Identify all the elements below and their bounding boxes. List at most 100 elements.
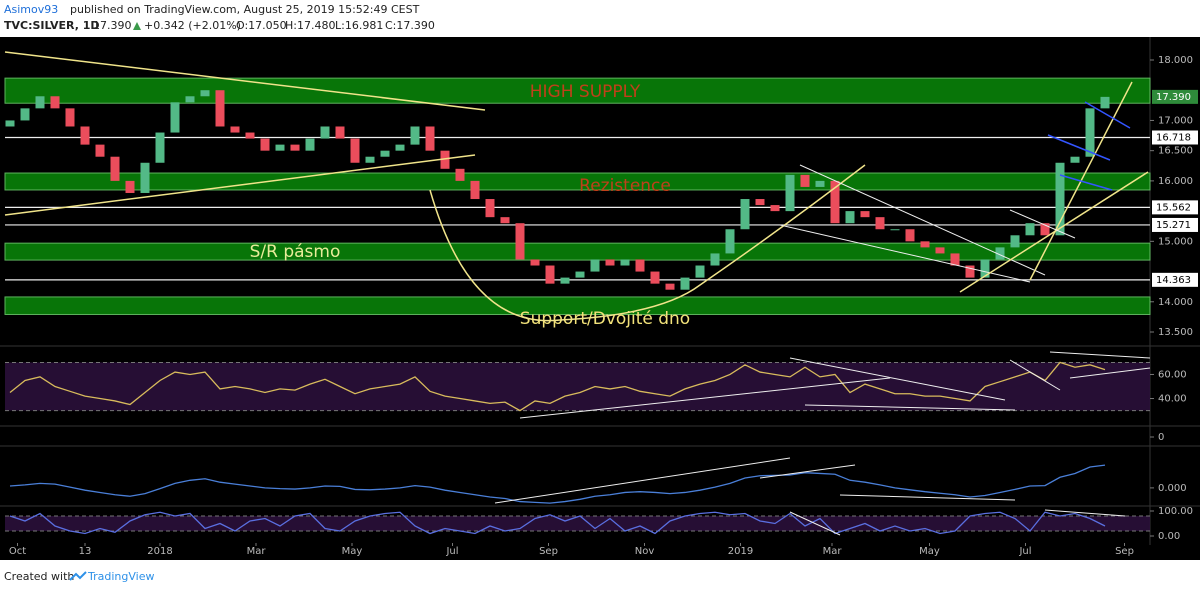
x-tick-label: Jul: [1018, 546, 1031, 557]
candle: [1040, 223, 1050, 236]
candle: [350, 138, 360, 163]
author[interactable]: Asimov93: [4, 3, 58, 16]
candle: [950, 253, 960, 266]
published: published on TradingView.com, August 25,…: [70, 3, 420, 16]
x-tick-label: Sep: [539, 546, 558, 557]
candle: [1100, 96, 1110, 109]
candle: [590, 259, 600, 272]
candle: [305, 138, 315, 151]
x-tick-label: 2018: [147, 546, 172, 557]
rsi-trendline: [519, 377, 891, 419]
trendline: [799, 164, 1046, 276]
candle: [830, 180, 840, 224]
brand[interactable]: TradingView: [87, 570, 154, 583]
candle: [275, 144, 285, 151]
candle: [935, 247, 945, 254]
candle: [860, 211, 870, 218]
candle: [365, 156, 375, 163]
y-tick-label: 16.500: [1158, 146, 1193, 157]
stoch-trendline: [789, 509, 1126, 536]
trendline: [4, 51, 486, 111]
x-tick-label: Nov: [635, 546, 655, 557]
x-tick-label: 2019: [728, 546, 753, 557]
candle: [755, 199, 765, 206]
level-label: 14.363: [1156, 275, 1191, 286]
candle: [50, 96, 60, 109]
candle: [335, 126, 345, 139]
candle: [80, 126, 90, 145]
change: +0.342 (+2.01%): [144, 19, 241, 32]
candle: [1085, 108, 1095, 157]
candle: [1010, 235, 1020, 248]
candle: [530, 259, 540, 266]
x-tick-label: Oct: [9, 546, 26, 557]
y-tick-label: 15.000: [1158, 236, 1193, 247]
rsi-trendline: [789, 357, 1016, 411]
candle: [575, 271, 585, 278]
candle: [650, 271, 660, 284]
level-label: 15.562: [1156, 202, 1191, 213]
candle: [230, 126, 240, 133]
x-tick-label: Jul: [445, 546, 458, 557]
y-tick-label: 16.000: [1158, 176, 1193, 187]
level-box: [1152, 217, 1198, 232]
x-tick-label: May: [919, 546, 940, 557]
y-tick-label: 17.000: [1158, 115, 1193, 126]
ohlc-open: O:17.050: [236, 19, 287, 32]
candle: [740, 199, 750, 230]
tv-logo: [69, 571, 87, 581]
x-tick-label: May: [342, 546, 363, 557]
x-tick-label: Sep: [1115, 546, 1134, 557]
candle: [620, 259, 630, 266]
candle: [245, 132, 255, 139]
candle: [710, 253, 720, 266]
candle: [200, 90, 210, 97]
zone-label: HIGH SUPPLY: [530, 82, 641, 102]
level-box: [1152, 200, 1198, 215]
candle: [125, 180, 135, 193]
ohlc-high: H:17.480: [285, 19, 335, 32]
candle: [965, 265, 975, 278]
trendline: [1009, 209, 1076, 239]
candle: [920, 241, 930, 248]
band-fill: [5, 362, 1150, 411]
candle: [155, 132, 165, 163]
candle: [800, 174, 810, 187]
y-tick-label: 14.000: [1158, 297, 1193, 308]
indicator-line: [9, 511, 1106, 535]
candle: [410, 126, 420, 145]
candle: [95, 144, 105, 157]
candle: [1055, 162, 1065, 236]
last-price-label: 17.390: [1156, 92, 1191, 103]
channel: [1047, 101, 1131, 191]
ohlc-close: C:17.390: [385, 19, 435, 32]
zone-label: Rezistence: [579, 176, 671, 196]
level-label: 16.718: [1156, 132, 1191, 143]
candle: [995, 247, 1005, 260]
x-tick-label: 13: [79, 546, 92, 557]
candle: [515, 223, 525, 260]
candle: [440, 150, 450, 169]
candle: [290, 144, 300, 151]
zone: [4, 242, 1151, 261]
candle: [665, 283, 675, 290]
zone: [4, 77, 1151, 104]
y-tick-label: 0: [1158, 432, 1164, 443]
candle: [545, 265, 555, 284]
trendline: [4, 154, 476, 216]
created-with: Created with: [4, 570, 74, 583]
y-tick-label: 18.000: [1158, 55, 1193, 66]
last-price-box: [1152, 89, 1198, 104]
y-tick-label: 100.00: [1158, 506, 1193, 517]
candle: [395, 144, 405, 151]
last: 17.390: [93, 19, 132, 32]
candle: [605, 259, 615, 266]
candle: [635, 259, 645, 272]
x-tick-label: Mar: [247, 546, 267, 557]
candle: [845, 211, 855, 224]
macd-trendline: [494, 457, 1016, 504]
y-tick-label: 40.00: [1158, 394, 1187, 405]
zone: [4, 296, 1151, 315]
rsi-trendline: [1009, 351, 1151, 391]
level-label: 15.271: [1156, 220, 1191, 231]
